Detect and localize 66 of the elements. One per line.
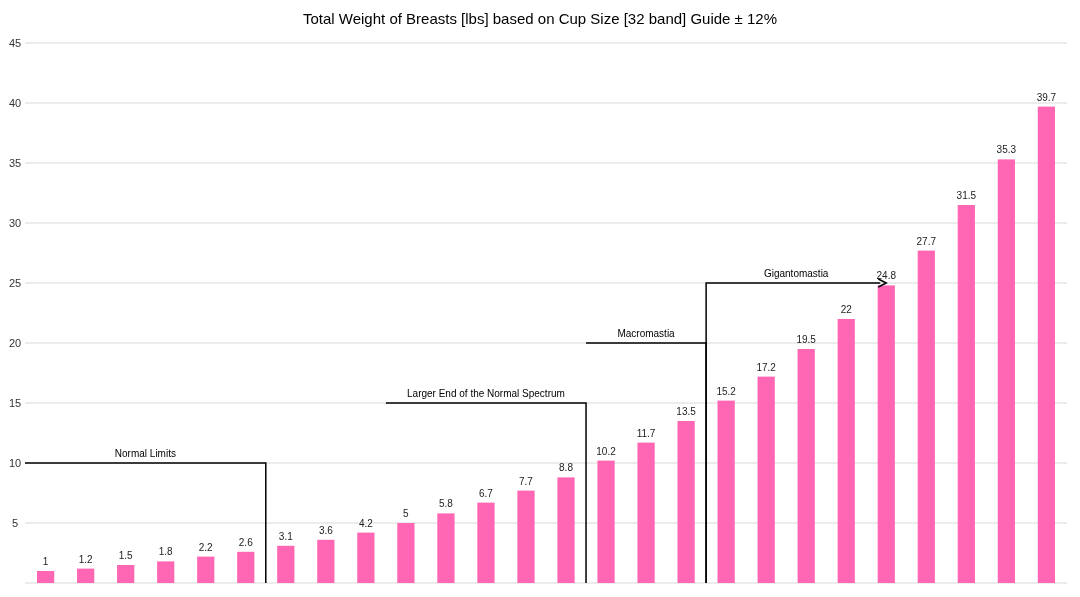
- annotation: Larger End of the Normal Spectrum: [407, 388, 565, 399]
- data-label: 2.2: [198, 541, 214, 553]
- data-label: 17.2: [756, 361, 777, 373]
- data-label: 11.7: [636, 427, 656, 439]
- bar: [277, 545, 295, 583]
- bar: [837, 319, 855, 583]
- chart-title: Total Weight of Breasts [lbs] based on Cup Size [32 band] Guide ± 12%: [302, 10, 778, 27]
- bar: [37, 571, 55, 583]
- data-label: 6.7: [479, 487, 494, 499]
- data-label: 19.5: [796, 334, 817, 345]
- data-label: 3.1: [278, 530, 294, 542]
- data-label: 3.6: [318, 524, 334, 536]
- bar: [117, 565, 135, 583]
- data-label: 1.8: [158, 546, 174, 558]
- y-tick-label: 35: [8, 157, 22, 169]
- data-label: 7.7: [519, 475, 534, 487]
- data-label: 31.5: [956, 190, 977, 201]
- data-label: 4.2: [358, 517, 374, 529]
- annotation: Macromastia: [617, 328, 676, 339]
- data-label: 27.7: [916, 235, 937, 247]
- y-tick-label: 25: [8, 277, 22, 289]
- bar: [477, 502, 495, 583]
- annotation: Gigantomastia: [763, 268, 829, 279]
- data-label: 1.5: [118, 550, 134, 561]
- bar: [157, 561, 175, 583]
- data-label: 24.8: [876, 270, 897, 282]
- data-label: 39.7: [1036, 91, 1057, 103]
- y-tick-label: 15: [8, 397, 22, 409]
- data-label: 1: [42, 556, 49, 567]
- y-tick-label: 40: [8, 97, 22, 109]
- bar: [797, 349, 815, 583]
- bar: [357, 532, 375, 583]
- bar: [997, 159, 1015, 583]
- bar: [437, 513, 455, 583]
- bar: [517, 490, 535, 583]
- data-label: 5.8: [438, 498, 454, 510]
- bar: [77, 568, 95, 583]
- bar: [757, 376, 775, 583]
- bar: [917, 250, 935, 583]
- bar: [237, 551, 255, 583]
- annotation: Normal Limits: [114, 448, 176, 459]
- data-label: 13.5: [676, 406, 697, 417]
- bar: [717, 400, 735, 583]
- y-tick-label: 30: [8, 217, 22, 229]
- data-label: 1.2: [78, 553, 94, 565]
- data-label: 2.6: [238, 536, 254, 548]
- data-label: 35.3: [996, 144, 1017, 156]
- data-label: 22: [840, 304, 853, 315]
- y-tick-label: 20: [8, 337, 22, 349]
- data-label: 15.2: [716, 385, 737, 397]
- bar: [677, 421, 695, 583]
- bar: [397, 523, 415, 583]
- bar: [197, 556, 215, 583]
- bar: [317, 539, 335, 583]
- data-label: 5: [403, 508, 410, 519]
- bar: [877, 285, 895, 583]
- bar: [597, 460, 615, 583]
- data-label: 8.8: [559, 462, 574, 474]
- bar: [557, 477, 575, 583]
- bar: [957, 205, 975, 583]
- data-label: 10.2: [596, 445, 617, 457]
- y-tick-label: 45: [8, 37, 22, 49]
- bar: [637, 442, 655, 583]
- y-tick-label: 5: [11, 517, 19, 529]
- bar: [1037, 106, 1055, 583]
- y-tick-label: 10: [8, 457, 22, 469]
